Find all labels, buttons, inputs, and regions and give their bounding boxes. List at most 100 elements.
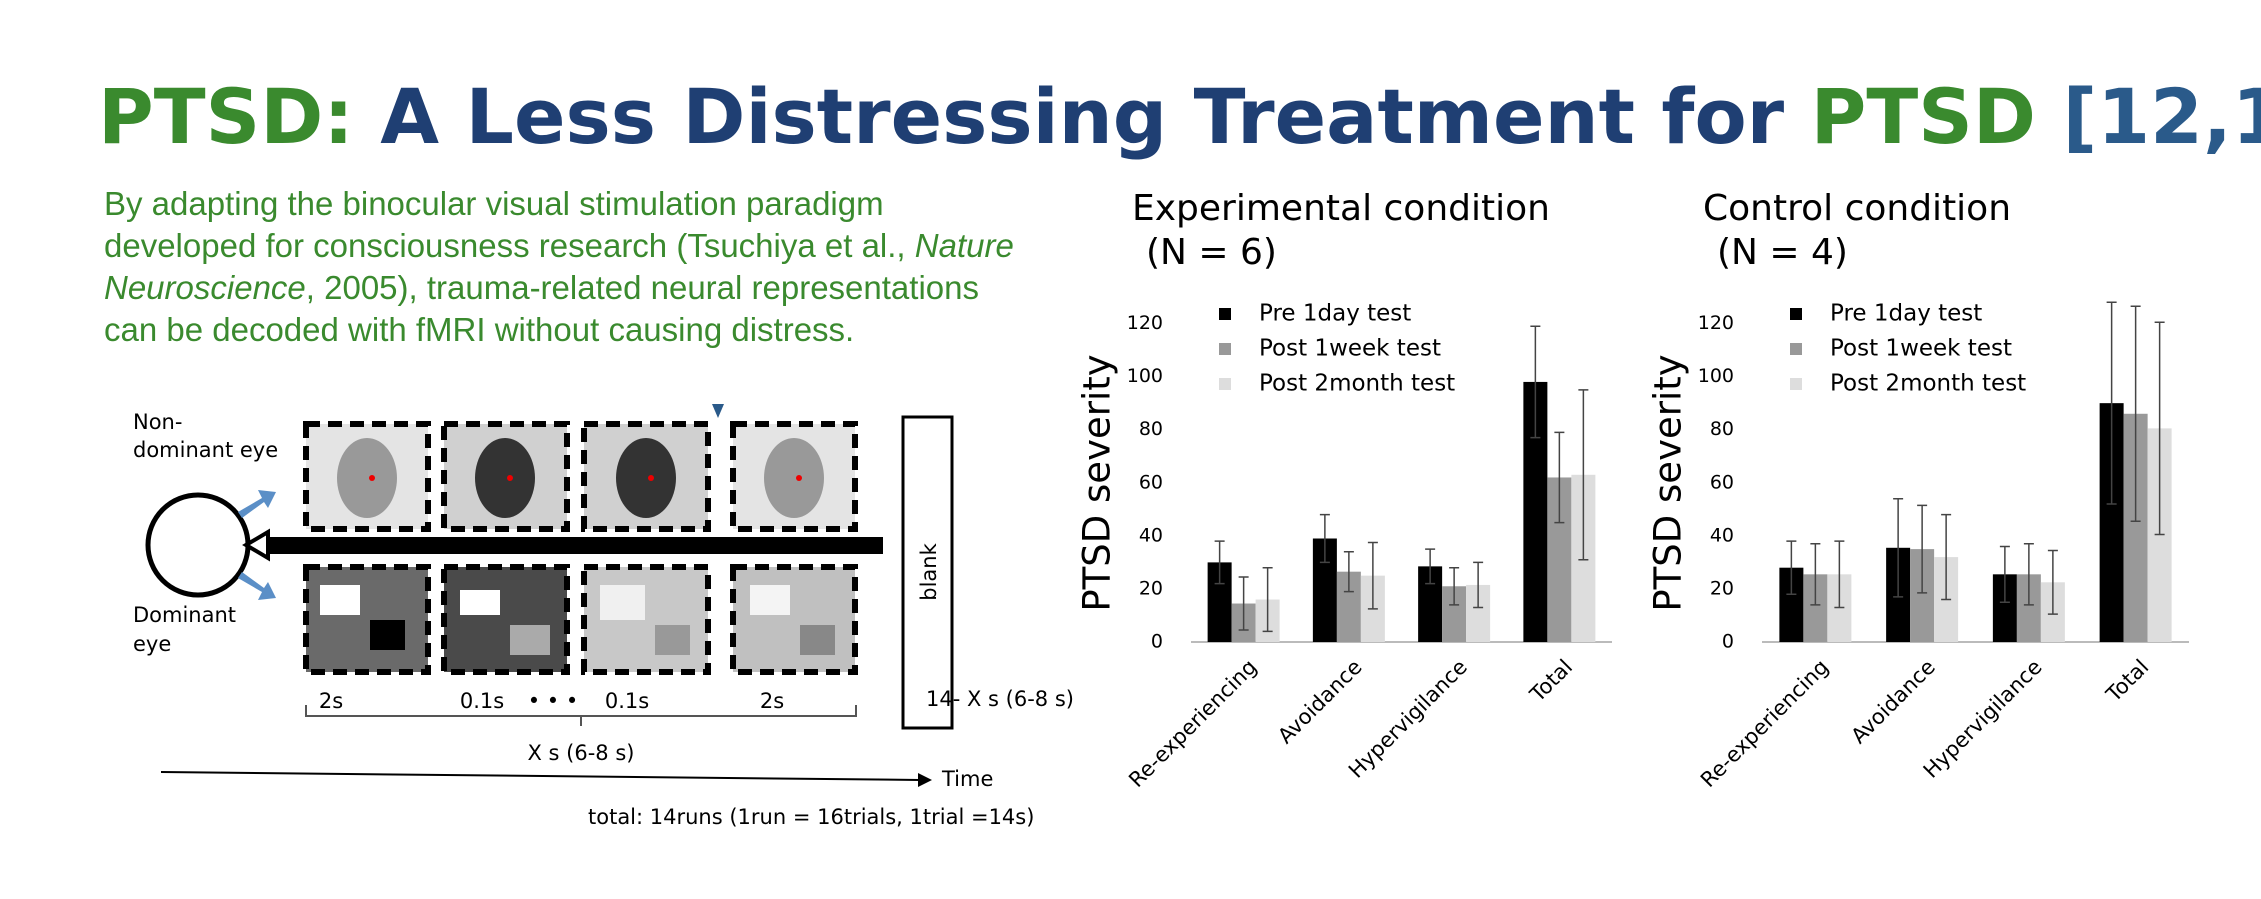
chart-subtitle: (N = 4) <box>1717 232 1848 273</box>
eye-label: dominant eye <box>133 438 278 462</box>
y-tick-label: 40 <box>1139 524 1163 546</box>
textures <box>320 585 835 655</box>
y-tick-label: 20 <box>1710 577 1734 599</box>
y-tick-label: 120 <box>1698 312 1734 334</box>
duration: • • • <box>528 689 579 713</box>
legend-swatch <box>1219 378 1231 390</box>
duration: 0.1s <box>605 689 649 713</box>
y-tick-label: 60 <box>1139 471 1163 493</box>
trial-duration: X s (6-8 s) <box>528 741 635 765</box>
y-tick-label: 100 <box>1127 365 1163 387</box>
y-tick-label: 0 <box>1722 631 1734 653</box>
arrow <box>238 572 276 600</box>
error-bar <box>1578 389 1589 561</box>
error-bar <box>1834 540 1845 609</box>
eye-label: Non- <box>133 410 182 434</box>
x-tick-label: Avoidance <box>1846 655 1940 749</box>
time-arrow <box>918 773 932 787</box>
y-tick-label: 80 <box>1139 418 1163 440</box>
error-bar <box>1999 545 2010 603</box>
chart-title: Control condition <box>1703 188 2011 229</box>
y-tick-label: 40 <box>1710 524 1734 546</box>
error-bar <box>1367 541 1378 610</box>
error-bar <box>1786 540 1797 595</box>
error-bar <box>1214 540 1225 585</box>
error-bar <box>1319 513 1330 564</box>
error-bar <box>2023 543 2034 606</box>
x-tick-label: Total <box>1525 655 1577 707</box>
error-bar <box>1425 548 1436 585</box>
slide-title: PTSD: A Less Distressing Treatment for P… <box>98 72 2261 161</box>
legend-label: Post 1week test <box>1830 336 2012 362</box>
error-bar <box>2130 305 2141 522</box>
error-bar <box>1941 513 1952 601</box>
error-bar <box>1917 504 1928 594</box>
blank-label: blank <box>917 542 941 600</box>
error-bar <box>1262 566 1273 633</box>
error-bar <box>1238 576 1249 631</box>
time-axis <box>160 771 921 781</box>
error-bar <box>1810 543 1821 606</box>
legend-label: Post 2month test <box>1259 371 1455 397</box>
error-bar <box>1449 566 1460 606</box>
time-label: Time <box>941 767 993 791</box>
chart: Control condition(N = 4) PTSD severity 0 20… <box>1647 188 2189 792</box>
legend-label: Post 2month test <box>1830 371 2026 397</box>
title-part: PTSD: <box>98 72 354 161</box>
chart-title: Experimental condition <box>1132 188 1550 229</box>
legend-swatch <box>1790 308 1802 320</box>
description: By adapting the binocular visual stimula… <box>104 183 1034 351</box>
duration: 2s <box>319 689 343 713</box>
y-axis-label: PTSD severity <box>1647 354 1690 611</box>
title-part: PTSD <box>1811 72 2036 161</box>
legend-swatch <box>1219 343 1231 355</box>
y-tick-label: 20 <box>1139 577 1163 599</box>
diagram: Non- dominant eye Dominant eye <box>133 404 1074 829</box>
x-tick-label: Hypervigilance <box>1919 655 2047 783</box>
x-tick-label: Re-experiencing <box>1696 655 1833 792</box>
legend-label: Pre 1day test <box>1259 301 1411 327</box>
legend-label: Pre 1day test <box>1830 301 1982 327</box>
error-bar <box>1343 551 1354 593</box>
legend-swatch <box>1790 378 1802 390</box>
error-bar <box>2106 301 2117 505</box>
legend-label: Post 1week test <box>1259 336 1441 362</box>
chart-subtitle: (N = 6) <box>1146 232 1277 273</box>
chart: Experimental condition(N = 6) PTSD severi… <box>1076 188 1612 792</box>
y-axis-label: PTSD severity <box>1076 354 1119 611</box>
x-tick-label: Re-experiencing <box>1124 655 1261 792</box>
error-bar <box>1893 497 1904 598</box>
y-tick-label: 0 <box>1151 631 1163 653</box>
duration: 2s <box>760 689 784 713</box>
journal: Nature Neuroscience <box>104 227 1014 306</box>
eye-label: eye <box>133 632 171 656</box>
y-tick-label: 120 <box>1127 312 1163 334</box>
y-tick-label: 80 <box>1710 418 1734 440</box>
error-bar <box>2154 321 2165 536</box>
text: , 2005), trauma-related neural represent… <box>104 269 979 348</box>
legend-swatch <box>1219 308 1231 320</box>
error-bar <box>2047 549 2058 615</box>
duration: 0.1s <box>460 689 504 713</box>
x-tick-label: Avoidance <box>1273 655 1367 749</box>
eye <box>145 492 251 598</box>
title-part: [12,13] <box>2062 72 2261 161</box>
marker <box>712 404 724 418</box>
legend-swatch <box>1790 343 1802 355</box>
error-bar <box>1554 431 1565 524</box>
arrow <box>238 490 276 518</box>
x-tick-label: Total <box>2101 655 2153 707</box>
duration: 14- X s (6-8 s) <box>926 687 1074 711</box>
divider <box>267 537 883 554</box>
faces <box>337 438 824 518</box>
eye-label: Dominant <box>133 603 236 627</box>
error-bar <box>1530 325 1541 439</box>
y-tick-label: 100 <box>1698 365 1734 387</box>
y-tick-label: 60 <box>1710 471 1734 493</box>
brace <box>305 705 857 726</box>
blank-box <box>901 415 954 730</box>
text: By adapting the binocular visual stimula… <box>104 185 906 264</box>
title-part: A Less Distressing Treatment for <box>380 72 1784 161</box>
